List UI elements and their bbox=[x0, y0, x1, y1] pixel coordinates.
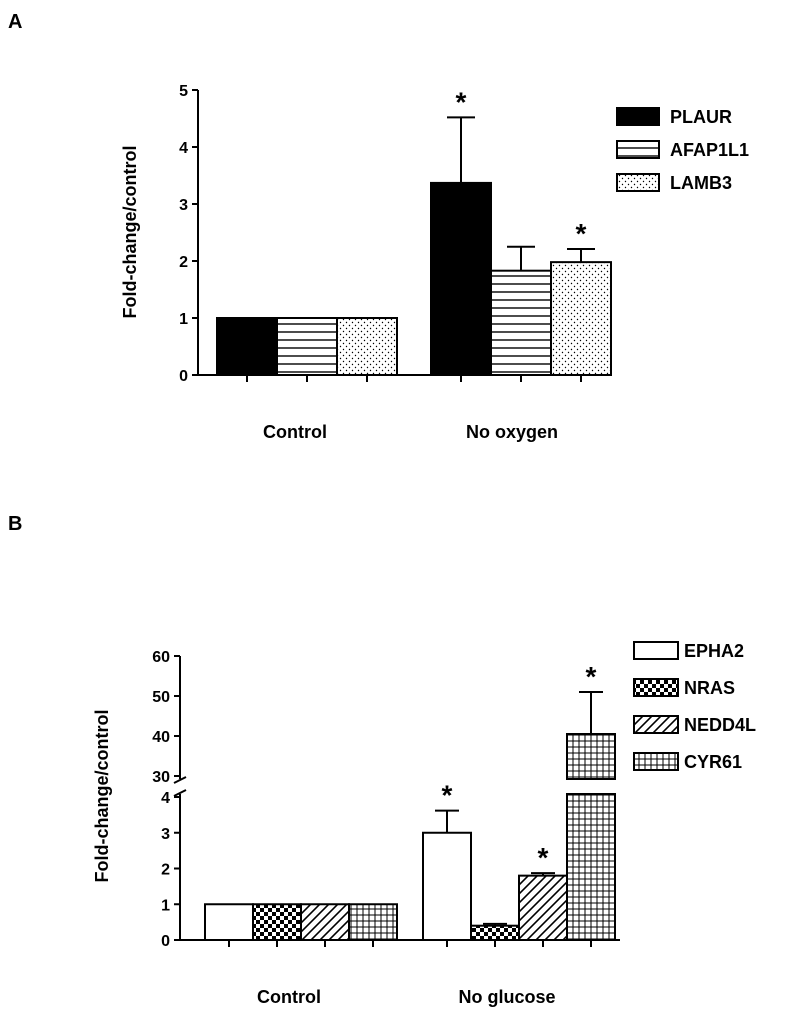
significance-marker: * bbox=[576, 218, 587, 249]
legend-swatch-nedd4l bbox=[633, 715, 679, 734]
legend-label-nedd4l: NEDD4L bbox=[684, 715, 756, 735]
bar-afap1l1 bbox=[490, 269, 552, 376]
panel-a-bars: ** bbox=[216, 86, 612, 382]
panel-a-legend: PLAUR AFAP1L1 LAMB3 bbox=[616, 107, 749, 193]
bar-cyr61-upper bbox=[566, 733, 616, 780]
bar-cyr61 bbox=[348, 903, 398, 941]
bar-afap1l1 bbox=[276, 317, 338, 376]
category-label: Control bbox=[263, 422, 327, 442]
legend-label-nras: NRAS bbox=[684, 678, 735, 698]
bar-plaur bbox=[430, 181, 492, 376]
bar-nras bbox=[252, 903, 302, 941]
panel-a-ytick-label: 5 bbox=[179, 83, 188, 100]
panel-b-axis-break-mark bbox=[173, 776, 187, 784]
legend-swatch-lamb3 bbox=[616, 173, 660, 192]
significance-marker: * bbox=[586, 661, 597, 692]
bar-epha2 bbox=[422, 831, 472, 941]
legend-swatch-nras bbox=[633, 678, 679, 697]
bar-nedd4l bbox=[518, 874, 568, 942]
significance-marker: * bbox=[442, 780, 453, 811]
panel-b-category-labels: Control No glucose bbox=[257, 987, 556, 1007]
legend-swatch-afap1l1 bbox=[616, 140, 660, 159]
significance-marker: * bbox=[538, 842, 549, 873]
legend-swatch-plaur bbox=[616, 107, 660, 126]
bar-nedd4l bbox=[300, 903, 350, 941]
panel-b-axis-break-mark bbox=[173, 789, 187, 797]
panel-a-category-labels: Control No oxygen bbox=[263, 422, 558, 442]
panel-b-ytick-label: 40 bbox=[152, 729, 170, 746]
legend-label-afap1l1: AFAP1L1 bbox=[670, 140, 749, 160]
panel-b-ytick-label: 30 bbox=[152, 769, 170, 786]
panel-a-letter: A bbox=[8, 11, 22, 33]
panel-a-ytick-label: 0 bbox=[179, 368, 188, 385]
category-label: Control bbox=[257, 987, 321, 1007]
panel-a-ytick-label: 1 bbox=[179, 311, 188, 328]
bar-lamb3 bbox=[550, 261, 612, 377]
panel-b-ytick-label: 4 bbox=[161, 790, 170, 807]
panel-b-legend: EPHA2 NRAS NEDD4L CYR61 bbox=[633, 641, 756, 772]
panel-b-bars: * * * bbox=[204, 661, 616, 947]
category-label: No oxygen bbox=[466, 422, 558, 442]
panel-b-ylabel: Fold-change/control bbox=[92, 710, 112, 883]
bar-epha2 bbox=[204, 903, 254, 941]
bar-nras bbox=[470, 924, 520, 942]
panel-b-ytick-label: 60 bbox=[152, 649, 170, 666]
significance-marker: * bbox=[456, 86, 467, 117]
panel-b-letter: B bbox=[8, 513, 22, 535]
panel-a-ytick-label: 4 bbox=[179, 140, 188, 157]
legend-label-cyr61: CYR61 bbox=[684, 752, 742, 772]
legend-swatch-cyr61 bbox=[633, 752, 679, 771]
bar-lamb3 bbox=[336, 317, 398, 376]
bar-plaur bbox=[216, 317, 278, 376]
legend-label-plaur: PLAUR bbox=[670, 107, 732, 127]
bar-cyr61-lower bbox=[566, 793, 616, 941]
legend-swatch-epha2 bbox=[633, 641, 679, 660]
panel-b-ytick-label: 50 bbox=[152, 689, 170, 706]
panel-b-ytick-label: 2 bbox=[161, 862, 170, 879]
category-label: No glucose bbox=[458, 987, 555, 1007]
panel-a-ytick-label: 3 bbox=[179, 197, 188, 214]
legend-label-lamb3: LAMB3 bbox=[670, 173, 732, 193]
legend-label-epha2: EPHA2 bbox=[684, 641, 744, 661]
panel-b-ytick-label: 3 bbox=[161, 826, 170, 843]
panel-a-ytick-label: 2 bbox=[179, 254, 188, 271]
panel-a-ylabel: Fold-change/control bbox=[120, 146, 140, 319]
panel-b-ytick-label: 1 bbox=[161, 897, 170, 914]
panel-b: B Fold-change/control 0 1 2 3 4 30 40 50 60 * ** … bbox=[8, 513, 756, 1007]
panel-b-ytick-label: 0 bbox=[161, 933, 170, 950]
